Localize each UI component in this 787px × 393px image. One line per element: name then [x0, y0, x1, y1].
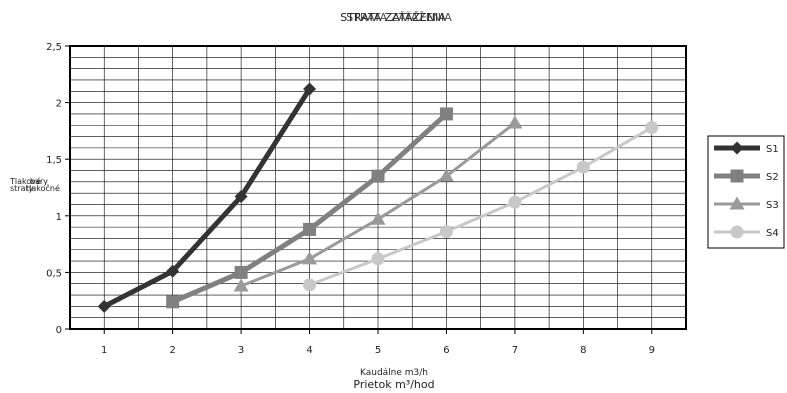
- data-point-s1: [166, 264, 180, 278]
- x-tick-label: 6: [443, 345, 449, 356]
- x-tick-label: 7: [512, 345, 518, 356]
- data-point-s1: [97, 299, 111, 313]
- axis-ticks: 1 2 3 4 5 6 7 8 9 0 0,5 1 1,5 2 2,5: [46, 42, 655, 356]
- chart-title-overlay: STRATA ZAŤAŽENIA: [346, 11, 452, 24]
- data-point-s3: [370, 211, 386, 225]
- data-point-s4: [645, 121, 659, 135]
- legend-marker-s2: [730, 169, 744, 183]
- series-layer: [97, 82, 659, 313]
- data-point-s4: [508, 195, 522, 209]
- data-point-s4: [303, 278, 317, 292]
- data-point-s3: [233, 278, 249, 292]
- data-point-s1: [303, 82, 317, 96]
- x-tick-label: 2: [169, 345, 175, 356]
- legend-label-s3: S3: [766, 200, 779, 211]
- data-point-s3: [438, 168, 454, 182]
- y-tick-label: 1: [56, 212, 62, 223]
- chart-title: STRATA ZAŤAŽENIA: [340, 11, 446, 24]
- x-tick-label: 3: [238, 345, 244, 356]
- data-point-s3: [507, 115, 523, 129]
- y-axis-label-3: straty: [10, 184, 34, 193]
- x-tick-label: 5: [375, 345, 381, 356]
- series-line-s4: [309, 126, 653, 287]
- x-axis-label-1: Kaudálne m3/h: [360, 368, 428, 378]
- data-point-s2: [234, 265, 248, 279]
- data-point-s2: [166, 295, 180, 309]
- y-axis-label-1: Tlakové: [9, 176, 41, 186]
- y-tick-label: 1,5: [46, 155, 62, 166]
- data-point-s4: [371, 252, 385, 266]
- legend-box: [707, 135, 785, 249]
- x-tick-label: 4: [306, 345, 312, 356]
- legend-marker-s3: [729, 196, 745, 210]
- x-tick-label: 1: [101, 345, 107, 356]
- legend-label-s2: S2: [766, 172, 779, 183]
- legend-marker-s1: [730, 141, 744, 155]
- data-point-s2: [371, 169, 385, 183]
- y-tick-label: 2,5: [46, 42, 62, 53]
- y-axis-label-4: tlakočné: [26, 183, 60, 193]
- legend-label-s4: S4: [766, 228, 779, 239]
- legend: S1 S2 S3 S4: [714, 141, 779, 239]
- data-point-s4: [439, 225, 453, 239]
- x-tick-label: 8: [580, 345, 586, 356]
- x-axis-label-2: Prietok m³/hod: [353, 378, 434, 391]
- y-tick-label: 0: [56, 325, 62, 336]
- data-point-s4: [576, 160, 590, 174]
- data-point-s1: [234, 190, 248, 204]
- series-line-s1: [103, 87, 312, 309]
- data-point-s2: [439, 107, 453, 121]
- legend-marker-s4: [730, 225, 744, 239]
- y-tick-label: 0,5: [46, 268, 62, 279]
- y-tick-label: 2: [56, 99, 62, 110]
- y-axis-label-2: bary: [30, 177, 48, 186]
- legend-label-s1: S1: [766, 144, 779, 155]
- data-point-s2: [303, 222, 317, 236]
- data-point-s3: [302, 251, 318, 265]
- x-tick-label: 9: [649, 345, 655, 356]
